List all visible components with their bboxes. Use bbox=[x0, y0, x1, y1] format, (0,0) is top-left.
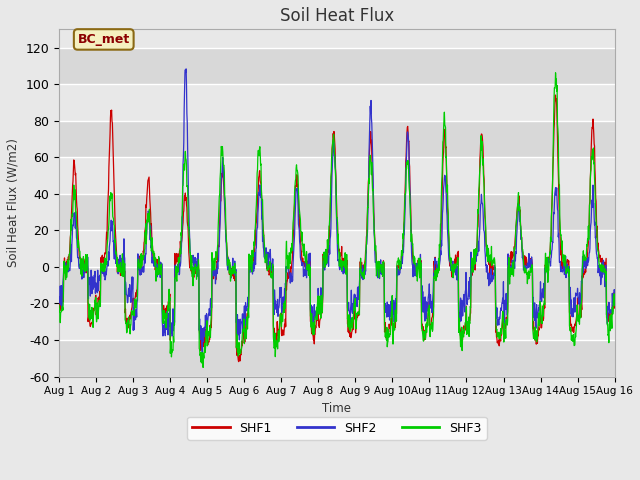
Text: BC_met: BC_met bbox=[77, 33, 130, 46]
Bar bbox=[59, 340, 614, 377]
Bar bbox=[59, 303, 614, 340]
Bar bbox=[59, 267, 614, 303]
Y-axis label: Soil Heat Flux (W/m2): Soil Heat Flux (W/m2) bbox=[7, 139, 20, 267]
Bar bbox=[59, 157, 614, 194]
Bar bbox=[59, 230, 614, 267]
X-axis label: Time: Time bbox=[323, 402, 351, 415]
Bar bbox=[59, 48, 614, 84]
Bar bbox=[59, 84, 614, 120]
Title: Soil Heat Flux: Soil Heat Flux bbox=[280, 7, 394, 25]
Bar bbox=[59, 194, 614, 230]
Bar bbox=[59, 120, 614, 157]
Legend: SHF1, SHF2, SHF3: SHF1, SHF2, SHF3 bbox=[187, 417, 486, 440]
